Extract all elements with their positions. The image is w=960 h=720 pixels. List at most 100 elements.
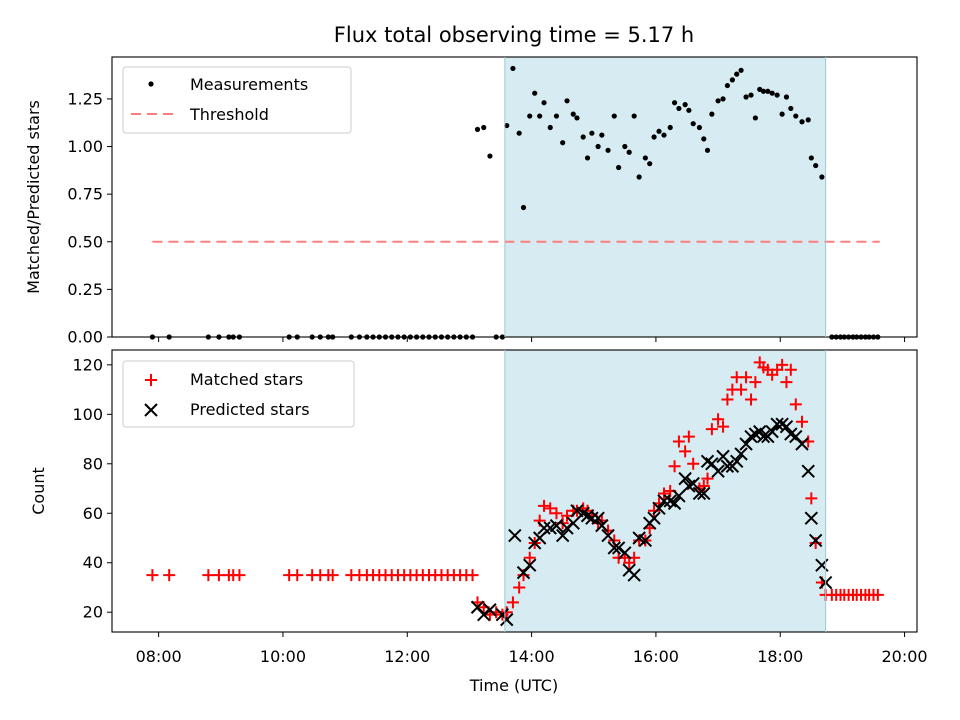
measurement-point bbox=[599, 132, 605, 138]
measurement-point bbox=[532, 90, 538, 96]
measurement-point bbox=[793, 113, 799, 119]
measurement-point bbox=[769, 90, 775, 96]
y-tick-label: 120 bbox=[72, 355, 103, 374]
matched-star-point bbox=[658, 487, 670, 500]
measurement-point bbox=[779, 111, 785, 117]
x-tick-label: 18:00 bbox=[757, 647, 803, 666]
measurement-point bbox=[799, 119, 805, 125]
measurement-point bbox=[676, 105, 682, 112]
matched-star-point bbox=[513, 581, 526, 594]
measurement-point bbox=[580, 134, 586, 140]
measurement-point bbox=[651, 134, 657, 140]
measurement-point bbox=[783, 94, 790, 100]
measurement-point bbox=[553, 113, 560, 119]
measurement-point bbox=[661, 132, 667, 138]
matched-star-point bbox=[668, 460, 681, 473]
x-axis-label: Time (UTC) bbox=[469, 676, 558, 695]
x-tick-label: 10:00 bbox=[260, 647, 306, 666]
matched-star-point bbox=[506, 596, 519, 609]
measurement-point bbox=[541, 100, 547, 106]
matched-star-point bbox=[717, 420, 730, 433]
measurement-point bbox=[765, 88, 771, 94]
measurement-point bbox=[819, 174, 825, 180]
measurement-point bbox=[527, 113, 533, 119]
predicted-star-point bbox=[697, 486, 711, 501]
ratio-y-axis-label: Matched/Predicted stars bbox=[24, 100, 43, 294]
matched-star-point bbox=[146, 569, 159, 582]
legend-measurements-marker bbox=[148, 81, 154, 87]
matched-star-point bbox=[776, 358, 789, 371]
predicted-star-point bbox=[652, 501, 666, 516]
predicted-star-point bbox=[591, 511, 605, 525]
predicted-star-point bbox=[601, 528, 615, 543]
measurement-point bbox=[774, 92, 780, 98]
measurement-point bbox=[808, 155, 814, 161]
measurement-point bbox=[564, 98, 570, 104]
count-panel: 20 40 60 80 100 120 08:00 10:00 12:00 14:00 16:00… bbox=[29, 349, 928, 695]
measurement-point bbox=[642, 155, 648, 161]
predicted-star-point bbox=[756, 429, 771, 444]
measurement-point bbox=[656, 128, 662, 134]
measurement-point bbox=[748, 92, 754, 98]
y-tick-label: 60 bbox=[83, 504, 103, 523]
matched-star-point bbox=[517, 569, 530, 582]
y-tick-label: 0.25 bbox=[67, 280, 103, 299]
measurement-point bbox=[715, 98, 721, 104]
legend-matched-label: Matched stars bbox=[190, 370, 303, 389]
matched-star-point bbox=[871, 588, 884, 601]
x-tick-label: 20:00 bbox=[882, 647, 928, 666]
ratio-panel: 0.00 0.25 0.50 0.75 1.00 1.25 Matched/Predict… bbox=[24, 56, 918, 347]
measurement-point bbox=[696, 124, 703, 131]
predicted-star-point bbox=[595, 518, 609, 533]
matched-star-point bbox=[682, 430, 695, 443]
measurement-point bbox=[605, 147, 611, 153]
count-x-ticks: 08:00 10:00 12:00 14:00 16:00 18:00 20:00 bbox=[136, 632, 928, 666]
matched-star-point bbox=[705, 423, 718, 436]
measurement-point bbox=[647, 161, 653, 167]
count-y-ticks: 20 40 60 80 100 120 bbox=[72, 355, 112, 622]
matched-star-point bbox=[796, 415, 808, 428]
matched-star-point bbox=[202, 569, 215, 582]
matched-star-point bbox=[523, 551, 536, 564]
matched-star-point bbox=[721, 393, 734, 406]
count-y-axis-label: Count bbox=[29, 467, 48, 515]
measurement-point bbox=[671, 100, 678, 106]
predicted-star-point bbox=[808, 533, 823, 548]
measurement-point bbox=[720, 96, 726, 102]
measurement-point bbox=[589, 130, 595, 136]
predicted-star-point bbox=[532, 531, 547, 545]
predicted-star-point bbox=[508, 528, 522, 543]
predicted-star-point bbox=[667, 496, 682, 511]
predicted-stars-series bbox=[470, 417, 833, 627]
predicted-star-point bbox=[523, 558, 537, 572]
measurement-point bbox=[709, 111, 715, 117]
y-tick-label: 100 bbox=[72, 405, 103, 424]
matched-star-point bbox=[326, 569, 339, 582]
predicted-star-point bbox=[692, 486, 707, 501]
measurement-point bbox=[520, 204, 527, 211]
predicted-star-point bbox=[618, 546, 632, 560]
predicted-star-point bbox=[734, 447, 748, 461]
measurement-point bbox=[574, 115, 580, 121]
measurement-point bbox=[537, 113, 543, 119]
measurement-point bbox=[570, 111, 576, 117]
x-tick-label: 16:00 bbox=[633, 647, 679, 666]
matched-star-point bbox=[735, 383, 748, 396]
measurement-point bbox=[595, 143, 601, 150]
measurement-point bbox=[760, 88, 767, 94]
predicted-star-point bbox=[549, 518, 564, 533]
predicted-star-point bbox=[711, 464, 725, 478]
ratio-x-ticks bbox=[158, 337, 906, 342]
measurement-point bbox=[547, 124, 553, 131]
legend-matched-marker bbox=[145, 374, 157, 386]
measurement-point bbox=[729, 77, 735, 83]
matched-star-point bbox=[789, 398, 802, 411]
measurement-point bbox=[667, 124, 673, 131]
measurement-point bbox=[560, 140, 566, 146]
predicted-star-point bbox=[638, 533, 653, 548]
measurement-point bbox=[481, 124, 487, 131]
matched-star-point bbox=[784, 363, 797, 376]
predicted-star-point bbox=[730, 454, 744, 469]
matched-star-point bbox=[648, 504, 661, 517]
measurement-point bbox=[788, 105, 794, 112]
